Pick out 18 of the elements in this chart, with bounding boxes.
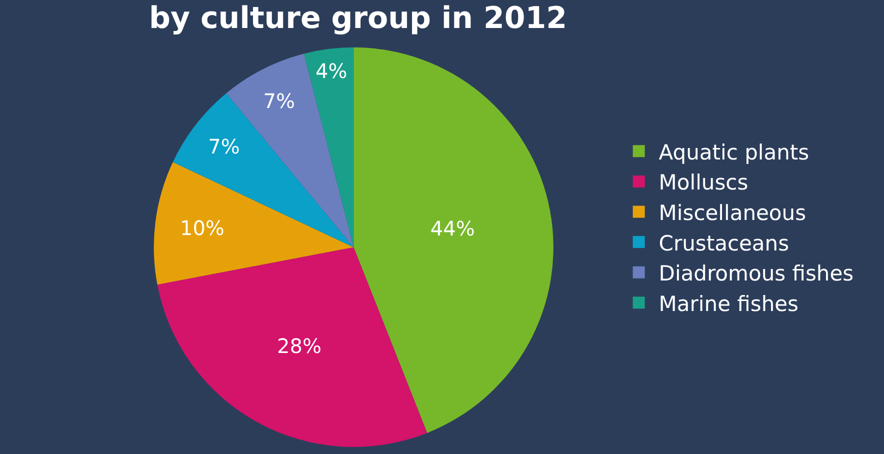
legend-label: Molluscs [658, 170, 748, 195]
legend-label: Marine fishes [658, 292, 799, 316]
pie-slice [304, 47, 354, 248]
legend-label: Aquatic plants [658, 140, 810, 164]
data-label: 4% [315, 59, 348, 84]
data-label: 44% [430, 216, 475, 240]
data-label: 7% [263, 89, 296, 114]
chart-title: by culture group in 2012 [149, 0, 567, 36]
legend-label: Crustaceans [658, 231, 790, 256]
data-label: 10% [180, 216, 224, 240]
data-label: 28% [277, 334, 322, 358]
legend-label: Diadromous fishes [658, 262, 854, 286]
data-label: 7% [208, 134, 240, 159]
pie-slice [354, 47, 553, 433]
pie-slice [157, 247, 428, 447]
pie-slice [172, 93, 354, 248]
pie-slice [154, 162, 354, 285]
legend-label: Miscellaneous [658, 200, 806, 225]
